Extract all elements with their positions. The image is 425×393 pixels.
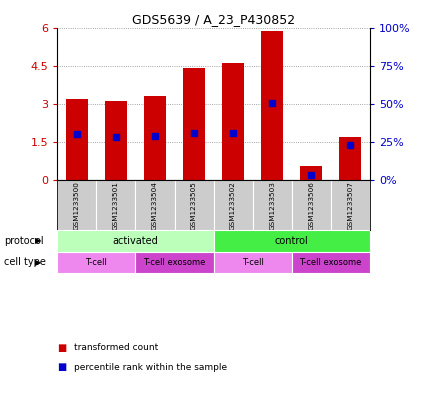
Bar bbox=[292, 252, 370, 273]
Text: percentile rank within the sample: percentile rank within the sample bbox=[74, 363, 227, 372]
Text: ▶: ▶ bbox=[35, 258, 41, 267]
Text: cell type: cell type bbox=[4, 257, 46, 267]
Text: GSM1233505: GSM1233505 bbox=[191, 181, 197, 230]
Text: GSM1233504: GSM1233504 bbox=[152, 181, 158, 230]
Text: GSM1233502: GSM1233502 bbox=[230, 181, 236, 230]
Text: T-cell: T-cell bbox=[242, 258, 264, 267]
Text: transformed count: transformed count bbox=[74, 343, 159, 352]
Text: GSM1233506: GSM1233506 bbox=[308, 181, 314, 230]
Text: control: control bbox=[275, 236, 309, 246]
Bar bbox=[57, 230, 213, 252]
Bar bbox=[331, 180, 370, 230]
Bar bbox=[105, 101, 127, 180]
Bar bbox=[252, 180, 292, 230]
Bar bbox=[261, 31, 283, 180]
Bar bbox=[136, 252, 213, 273]
Title: GDS5639 / A_23_P430852: GDS5639 / A_23_P430852 bbox=[132, 13, 295, 26]
Text: GSM1233507: GSM1233507 bbox=[347, 181, 353, 230]
Text: T-cell exosome: T-cell exosome bbox=[300, 258, 362, 267]
Bar bbox=[183, 68, 205, 180]
Bar bbox=[340, 137, 361, 180]
Text: GSM1233500: GSM1233500 bbox=[74, 181, 80, 230]
Bar bbox=[96, 180, 136, 230]
Text: activated: activated bbox=[113, 236, 159, 246]
Bar bbox=[213, 252, 292, 273]
Bar bbox=[144, 96, 166, 180]
Bar bbox=[222, 63, 244, 180]
Bar bbox=[57, 180, 96, 230]
Bar bbox=[175, 180, 213, 230]
Text: T-cell: T-cell bbox=[85, 258, 108, 267]
Text: GSM1233503: GSM1233503 bbox=[269, 181, 275, 230]
Bar bbox=[213, 230, 370, 252]
Bar bbox=[292, 180, 331, 230]
Bar bbox=[136, 180, 175, 230]
Text: ▶: ▶ bbox=[35, 237, 41, 246]
Bar bbox=[66, 99, 88, 180]
Text: ■: ■ bbox=[57, 362, 67, 373]
Text: ■: ■ bbox=[57, 343, 67, 353]
Bar bbox=[213, 180, 252, 230]
Text: GSM1233501: GSM1233501 bbox=[113, 181, 119, 230]
Text: T-cell exosome: T-cell exosome bbox=[143, 258, 206, 267]
Bar bbox=[300, 166, 322, 180]
Bar bbox=[57, 252, 136, 273]
Text: protocol: protocol bbox=[4, 236, 44, 246]
